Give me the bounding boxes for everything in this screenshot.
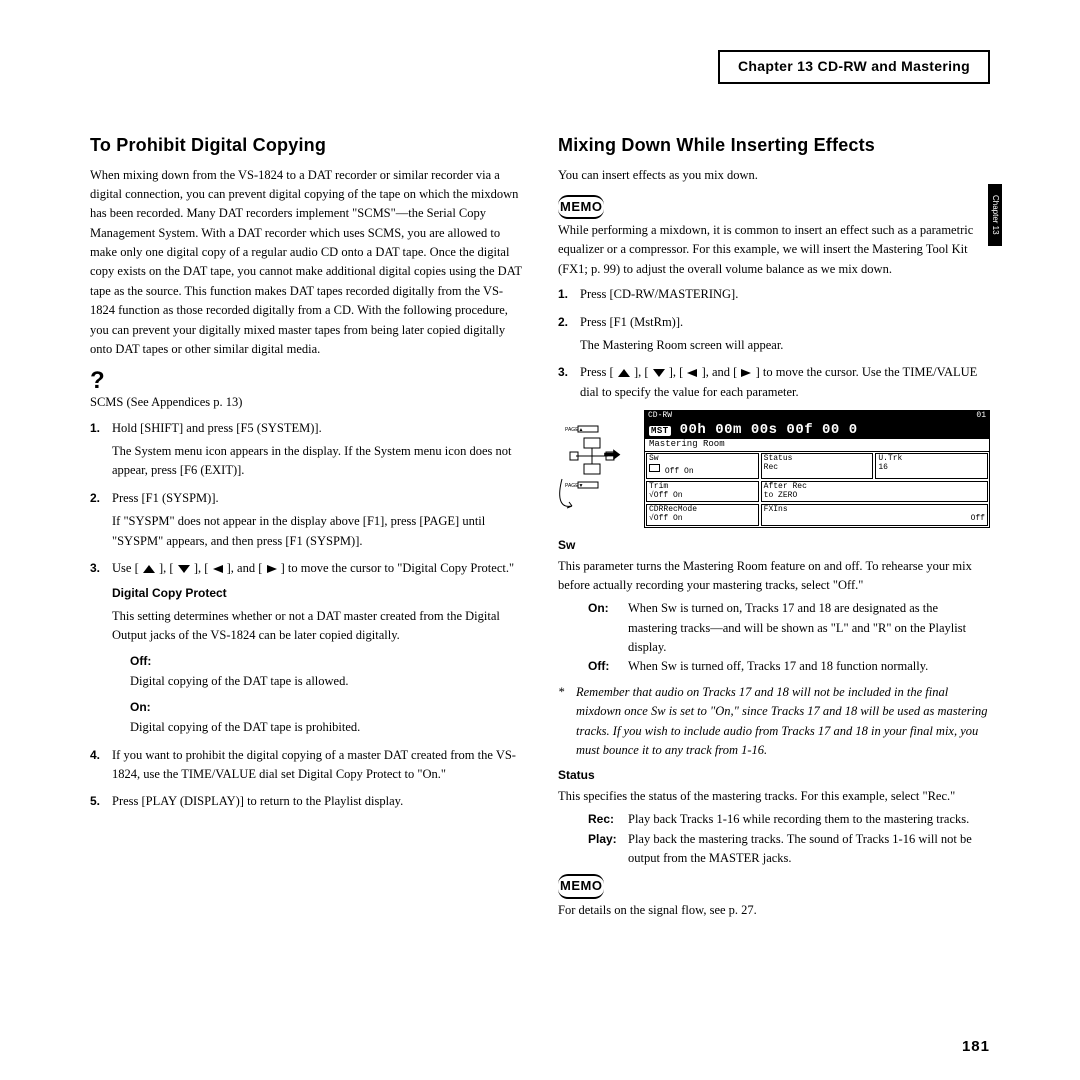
- step-1b: The System menu icon appears in the disp…: [112, 442, 522, 481]
- sw-body: This parameter turns the Mastering Room …: [558, 557, 990, 596]
- step-number: 4.: [90, 746, 112, 785]
- dcp-body: This setting determines whether or not a…: [112, 607, 522, 646]
- mastering-room-figure: PAGE▲ PAGE▼ CD-RW01: [558, 410, 990, 528]
- sw-off-text: When Sw is turned off, Tracks 17 and 18 …: [628, 657, 990, 676]
- off-heading: Off:: [130, 652, 522, 671]
- page-number: 181: [962, 1035, 990, 1058]
- lcd-screen: CD-RW01 MST 00h 00m 00s 00f 00 0 Masteri…: [644, 410, 990, 528]
- info-icon: ?: [90, 369, 522, 393]
- step-3: Use [ ], [ ], [ ], and [ ] to move the c…: [112, 559, 522, 738]
- r-step-3: Press [ ], [ ], [ ], and [ ] to move the…: [580, 363, 990, 402]
- status-rec-label: Rec:: [588, 810, 628, 829]
- sw-off-label: Off:: [588, 657, 628, 676]
- step-number: 1.: [90, 419, 112, 481]
- right-intro: You can insert effects as you mix down.: [558, 166, 990, 185]
- footnote: * Remember that audio on Tracks 17 and 1…: [558, 683, 990, 761]
- step-number: 3.: [90, 559, 112, 738]
- memo-icon: MEMO: [558, 874, 604, 898]
- memo-icon: MEMO: [558, 195, 604, 219]
- left-intro: When mixing down from the VS-1824 to a D…: [90, 166, 522, 360]
- sw-heading: Sw: [558, 536, 990, 555]
- status-play-text: Play back the mastering tracks. The soun…: [628, 830, 990, 869]
- r-step-1: Press [CD-RW/MASTERING].: [580, 285, 990, 304]
- status-body: This specifies the status of the masteri…: [558, 787, 990, 806]
- dial-illustration: PAGE▲ PAGE▼: [558, 424, 628, 514]
- chapter-side-tab: Chapter 13: [988, 184, 1002, 246]
- step-2a: Press [F1 (SYSPM)].: [112, 491, 219, 505]
- sw-on-label: On:: [588, 599, 628, 657]
- svg-text:PAGE▼: PAGE▼: [565, 483, 583, 489]
- chapter-header: Chapter 13 CD-RW and Mastering: [718, 50, 990, 84]
- scms-ref: SCMS (See Appendices p. 13): [90, 393, 522, 412]
- on-text: Digital copying of the DAT tape is prohi…: [130, 718, 522, 737]
- left-heading: To Prohibit Digital Copying: [90, 132, 522, 160]
- status-rec-text: Play back Tracks 1-16 while recording th…: [628, 810, 990, 829]
- step-4: If you want to prohibit the digital copy…: [112, 746, 522, 785]
- step-number: 2.: [90, 489, 112, 551]
- left-column: To Prohibit Digital Copying When mixing …: [90, 132, 522, 924]
- on-heading: On:: [130, 698, 522, 717]
- step-number: 3.: [558, 363, 580, 402]
- step-number: 1.: [558, 285, 580, 304]
- dcp-heading: Digital Copy Protect: [112, 584, 522, 603]
- sw-on-text: When Sw is turned on, Tracks 17 and 18 a…: [628, 599, 990, 657]
- off-text: Digital copying of the DAT tape is allow…: [130, 672, 522, 691]
- memo2-text: For details on the signal flow, see p. 2…: [558, 901, 990, 920]
- right-heading: Mixing Down While Inserting Effects: [558, 132, 990, 160]
- step-1a: Hold [SHIFT] and press [F5 (SYSTEM)].: [112, 421, 322, 435]
- r-step-2b: The Mastering Room screen will appear.: [580, 336, 990, 355]
- step-number: 5.: [90, 792, 112, 811]
- step-number: 2.: [558, 313, 580, 356]
- memo1-text: While performing a mixdown, it is common…: [558, 221, 990, 279]
- svg-text:PAGE▲: PAGE▲: [565, 427, 583, 433]
- step-5: Press [PLAY (DISPLAY)] to return to the …: [112, 792, 522, 811]
- status-heading: Status: [558, 766, 990, 785]
- step-2b: If "SYSPM" does not appear in the displa…: [112, 512, 522, 551]
- r-step-2a: Press [F1 (MstRm)].: [580, 315, 683, 329]
- right-column: Mixing Down While Inserting Effects You …: [558, 132, 990, 924]
- status-play-label: Play:: [588, 830, 628, 869]
